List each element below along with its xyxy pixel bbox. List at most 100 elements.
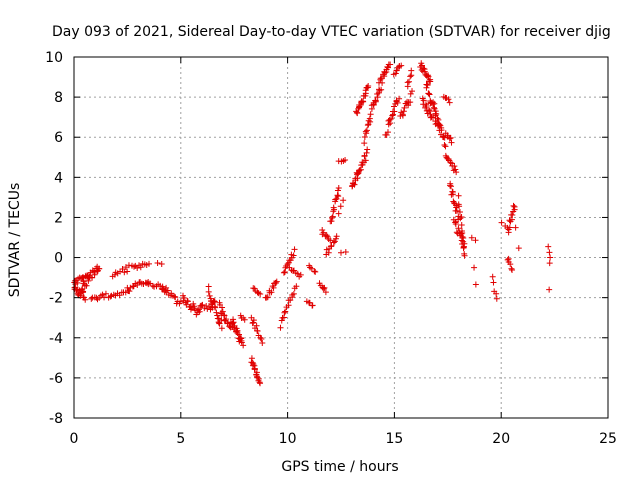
y-axis-title: SDTVAR / TECUs (7, 183, 23, 298)
data-point (401, 104, 408, 111)
y-tick-label: 4 (54, 170, 63, 186)
data-point (145, 260, 152, 267)
data-point (223, 316, 230, 323)
data-point (386, 116, 393, 123)
data-point (257, 334, 264, 341)
data-point (426, 91, 433, 98)
data-point (384, 129, 391, 136)
data-point (277, 324, 284, 331)
data-point (546, 286, 553, 293)
data-point (270, 284, 277, 291)
data-point (453, 169, 460, 176)
data-point (284, 261, 291, 268)
data-point (425, 72, 432, 79)
data-point (251, 366, 258, 373)
data-point (158, 260, 165, 267)
data-point (406, 78, 413, 85)
data-point (366, 115, 373, 122)
data-point (506, 224, 513, 231)
y-tick-label: 6 (54, 130, 63, 146)
data-point (508, 265, 515, 272)
data-point (408, 67, 415, 74)
data-point (472, 281, 479, 288)
data-point (130, 283, 137, 290)
data-point (281, 309, 288, 316)
data-point (264, 294, 271, 301)
data-point (335, 210, 342, 217)
data-point (213, 309, 220, 316)
data-point (280, 269, 287, 276)
y-tick-label: -8 (49, 411, 63, 427)
data-point (461, 252, 468, 259)
data-point (430, 104, 437, 111)
data-point (361, 134, 368, 141)
data-point (400, 108, 407, 115)
data-point (311, 268, 318, 275)
data-point (291, 246, 298, 253)
data-point (362, 157, 369, 164)
data-point (205, 283, 212, 290)
data-point (363, 149, 370, 156)
data-point (385, 64, 392, 71)
data-points (71, 60, 554, 387)
data-point (273, 278, 280, 285)
data-point (82, 296, 89, 303)
data-point (89, 274, 96, 281)
data-point (512, 224, 519, 231)
x-tick-label: 20 (492, 431, 510, 447)
data-point (280, 314, 287, 321)
data-point (407, 73, 414, 80)
data-point (438, 127, 445, 134)
data-point (320, 285, 327, 292)
data-point (447, 182, 454, 189)
data-point (448, 183, 455, 190)
data-point (124, 268, 131, 275)
data-point (447, 159, 454, 166)
data-point (127, 284, 134, 291)
data-point (212, 304, 219, 311)
data-point (362, 128, 369, 135)
data-point (177, 298, 184, 305)
data-point (363, 127, 370, 134)
data-point (424, 82, 431, 89)
chart-title: Day 093 of 2021, Sidereal Day-to-day VTE… (52, 24, 611, 40)
data-point (441, 141, 448, 148)
data-point (250, 317, 257, 324)
data-point (137, 264, 144, 271)
x-tick-label: 25 (599, 431, 617, 447)
data-point (183, 301, 190, 308)
data-point (359, 161, 366, 168)
data-point (218, 325, 225, 332)
data-point (452, 166, 459, 173)
data-point (238, 339, 245, 346)
data-point (427, 76, 434, 83)
data-point (451, 163, 458, 170)
data-point (459, 230, 466, 237)
data-point (361, 140, 368, 147)
data-point (468, 234, 475, 241)
data-point (509, 267, 516, 274)
data-point (515, 245, 522, 252)
data-point (547, 254, 554, 261)
data-point (364, 122, 371, 129)
data-point (196, 308, 203, 315)
data-point (334, 187, 341, 194)
data-point (290, 290, 297, 297)
data-point (297, 271, 304, 278)
data-point (392, 70, 399, 77)
data-point (329, 213, 336, 220)
data-point (452, 219, 459, 226)
y-tick-label: -4 (49, 331, 63, 347)
data-point (308, 265, 315, 272)
data-point (337, 203, 344, 210)
data-point (338, 249, 345, 256)
data-point (219, 308, 226, 315)
data-point (356, 103, 363, 110)
data-point (426, 108, 433, 115)
data-point (452, 221, 459, 228)
data-point (77, 292, 84, 299)
y-tick-label: 0 (54, 251, 63, 267)
data-point (378, 86, 385, 93)
data-point (498, 219, 505, 226)
data-point (394, 99, 401, 106)
